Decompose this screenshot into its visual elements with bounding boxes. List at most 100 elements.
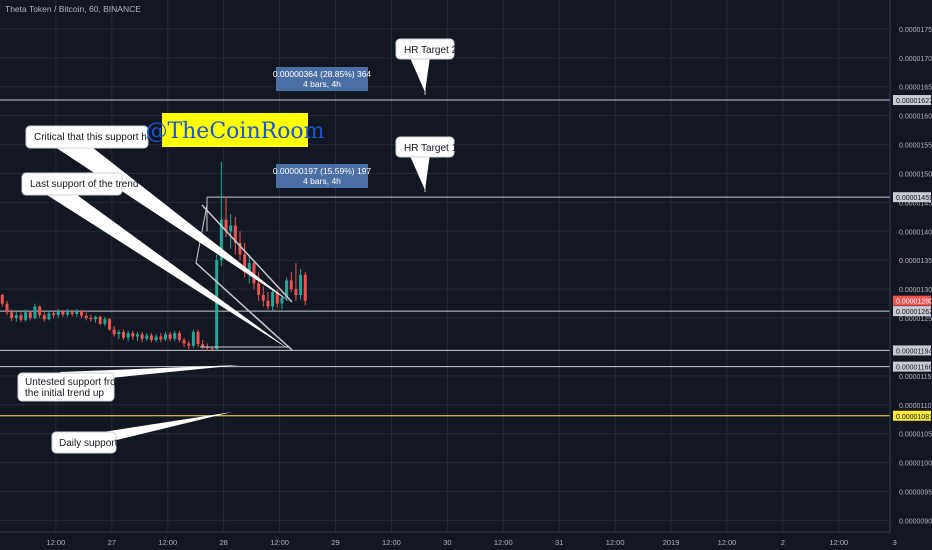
time-tick-label: 3: [893, 538, 897, 547]
candle[interactable]: [271, 289, 275, 312]
candle[interactable]: [196, 329, 200, 347]
callout-box: [395, 38, 455, 60]
candle[interactable]: [28, 311, 32, 321]
candle-body: [275, 292, 279, 304]
candle[interactable]: [61, 309, 65, 317]
candle-body: [257, 283, 261, 295]
candle[interactable]: [289, 271, 293, 293]
candle[interactable]: [191, 329, 195, 349]
candle[interactable]: [98, 315, 102, 325]
level-1194-label[interactable]: 0.00001194: [893, 345, 932, 356]
candle[interactable]: [135, 331, 139, 342]
candle[interactable]: [19, 312, 23, 323]
candle[interactable]: [266, 292, 270, 310]
candle[interactable]: [145, 333, 149, 342]
time-axis[interactable]: 12:00 27 12:00 28 12:00 29 12:00 30 12:00 31 12:00…: [0, 531, 932, 550]
time-tick-label: 12:00: [270, 538, 289, 547]
candle[interactable]: [229, 213, 233, 249]
last-support-callout[interactable]: Last support of the trend: [21, 172, 290, 350]
candle[interactable]: [261, 286, 265, 307]
candle[interactable]: [177, 330, 181, 343]
time-tick-label: 27: [108, 538, 116, 547]
candle[interactable]: [5, 300, 9, 316]
candle-body: [126, 333, 130, 338]
candle-body: [201, 344, 205, 347]
candle[interactable]: [210, 346, 214, 351]
candle[interactable]: [89, 314, 93, 322]
level-1459-label[interactable]: 0.00001459: [893, 192, 932, 203]
candle[interactable]: [294, 263, 298, 301]
support-trendline[interactable]: [195, 262, 293, 351]
candle[interactable]: [131, 330, 135, 341]
candle[interactable]: [103, 316, 107, 327]
candle[interactable]: [47, 311, 51, 321]
candle[interactable]: [56, 308, 60, 319]
candle[interactable]: [117, 329, 121, 339]
candle[interactable]: [149, 333, 153, 343]
candle[interactable]: [38, 305, 42, 319]
daily-support-callout[interactable]: Daily support: [51, 431, 118, 454]
level-label-bg: [893, 361, 931, 372]
candle[interactable]: [154, 334, 158, 343]
time-tick-label: 30: [443, 538, 451, 547]
candle[interactable]: [112, 326, 116, 337]
candle[interactable]: [121, 329, 125, 341]
level-1166-label[interactable]: 0.00001166: [893, 361, 932, 372]
level-1262-label[interactable]: 0.00001262: [893, 306, 932, 317]
level-label-text: 0.00001262: [896, 309, 932, 316]
candle[interactable]: [257, 271, 261, 301]
candle[interactable]: [233, 216, 237, 255]
candle[interactable]: [42, 312, 46, 322]
candle[interactable]: [173, 330, 177, 342]
candle-body: [224, 219, 228, 232]
candle[interactable]: [201, 340, 205, 350]
candle[interactable]: [24, 309, 28, 322]
candle[interactable]: [303, 271, 307, 306]
candle[interactable]: [94, 315, 98, 323]
candle[interactable]: [140, 331, 144, 343]
candle[interactable]: [14, 311, 18, 322]
measure-bars: 4 bars, 4h: [303, 176, 341, 186]
candle[interactable]: [163, 331, 167, 342]
hr-target-2-callout[interactable]: HR Target 2: [395, 38, 458, 92]
candle[interactable]: [84, 312, 88, 321]
candle[interactable]: [66, 308, 70, 317]
candle-body: [163, 334, 167, 340]
level-1280-label[interactable]: 0.00001280: [893, 295, 932, 306]
candle[interactable]: [0, 293, 4, 307]
hr-target-1-callout[interactable]: HR Target 1: [395, 136, 458, 190]
candle-body: [177, 333, 181, 341]
callout-box: [51, 431, 117, 454]
candle[interactable]: [52, 311, 56, 319]
candle-body: [215, 260, 219, 350]
candle[interactable]: [10, 309, 14, 321]
time-tick-label: 31: [555, 538, 563, 547]
candle[interactable]: [126, 330, 130, 342]
level-label-bg: [893, 410, 931, 421]
falling-trendline[interactable]: [201, 204, 293, 303]
candle[interactable]: [182, 337, 186, 347]
candle[interactable]: [80, 309, 84, 319]
candle[interactable]: [280, 294, 284, 310]
candle-body: [145, 335, 149, 339]
candle[interactable]: [299, 268, 303, 300]
candle[interactable]: [75, 308, 79, 317]
candle[interactable]: [33, 303, 37, 320]
candle[interactable]: [168, 331, 172, 342]
price-axis-bg: [890, 0, 932, 550]
candle[interactable]: [187, 341, 191, 350]
candle[interactable]: [108, 318, 112, 331]
candle[interactable]: [159, 333, 163, 343]
candle-body: [14, 315, 18, 319]
candle[interactable]: [247, 254, 251, 284]
candle[interactable]: [70, 309, 74, 317]
level-1627-label[interactable]: 0.00001627: [893, 95, 932, 106]
level-1081-label[interactable]: 0.00001081: [893, 410, 932, 421]
